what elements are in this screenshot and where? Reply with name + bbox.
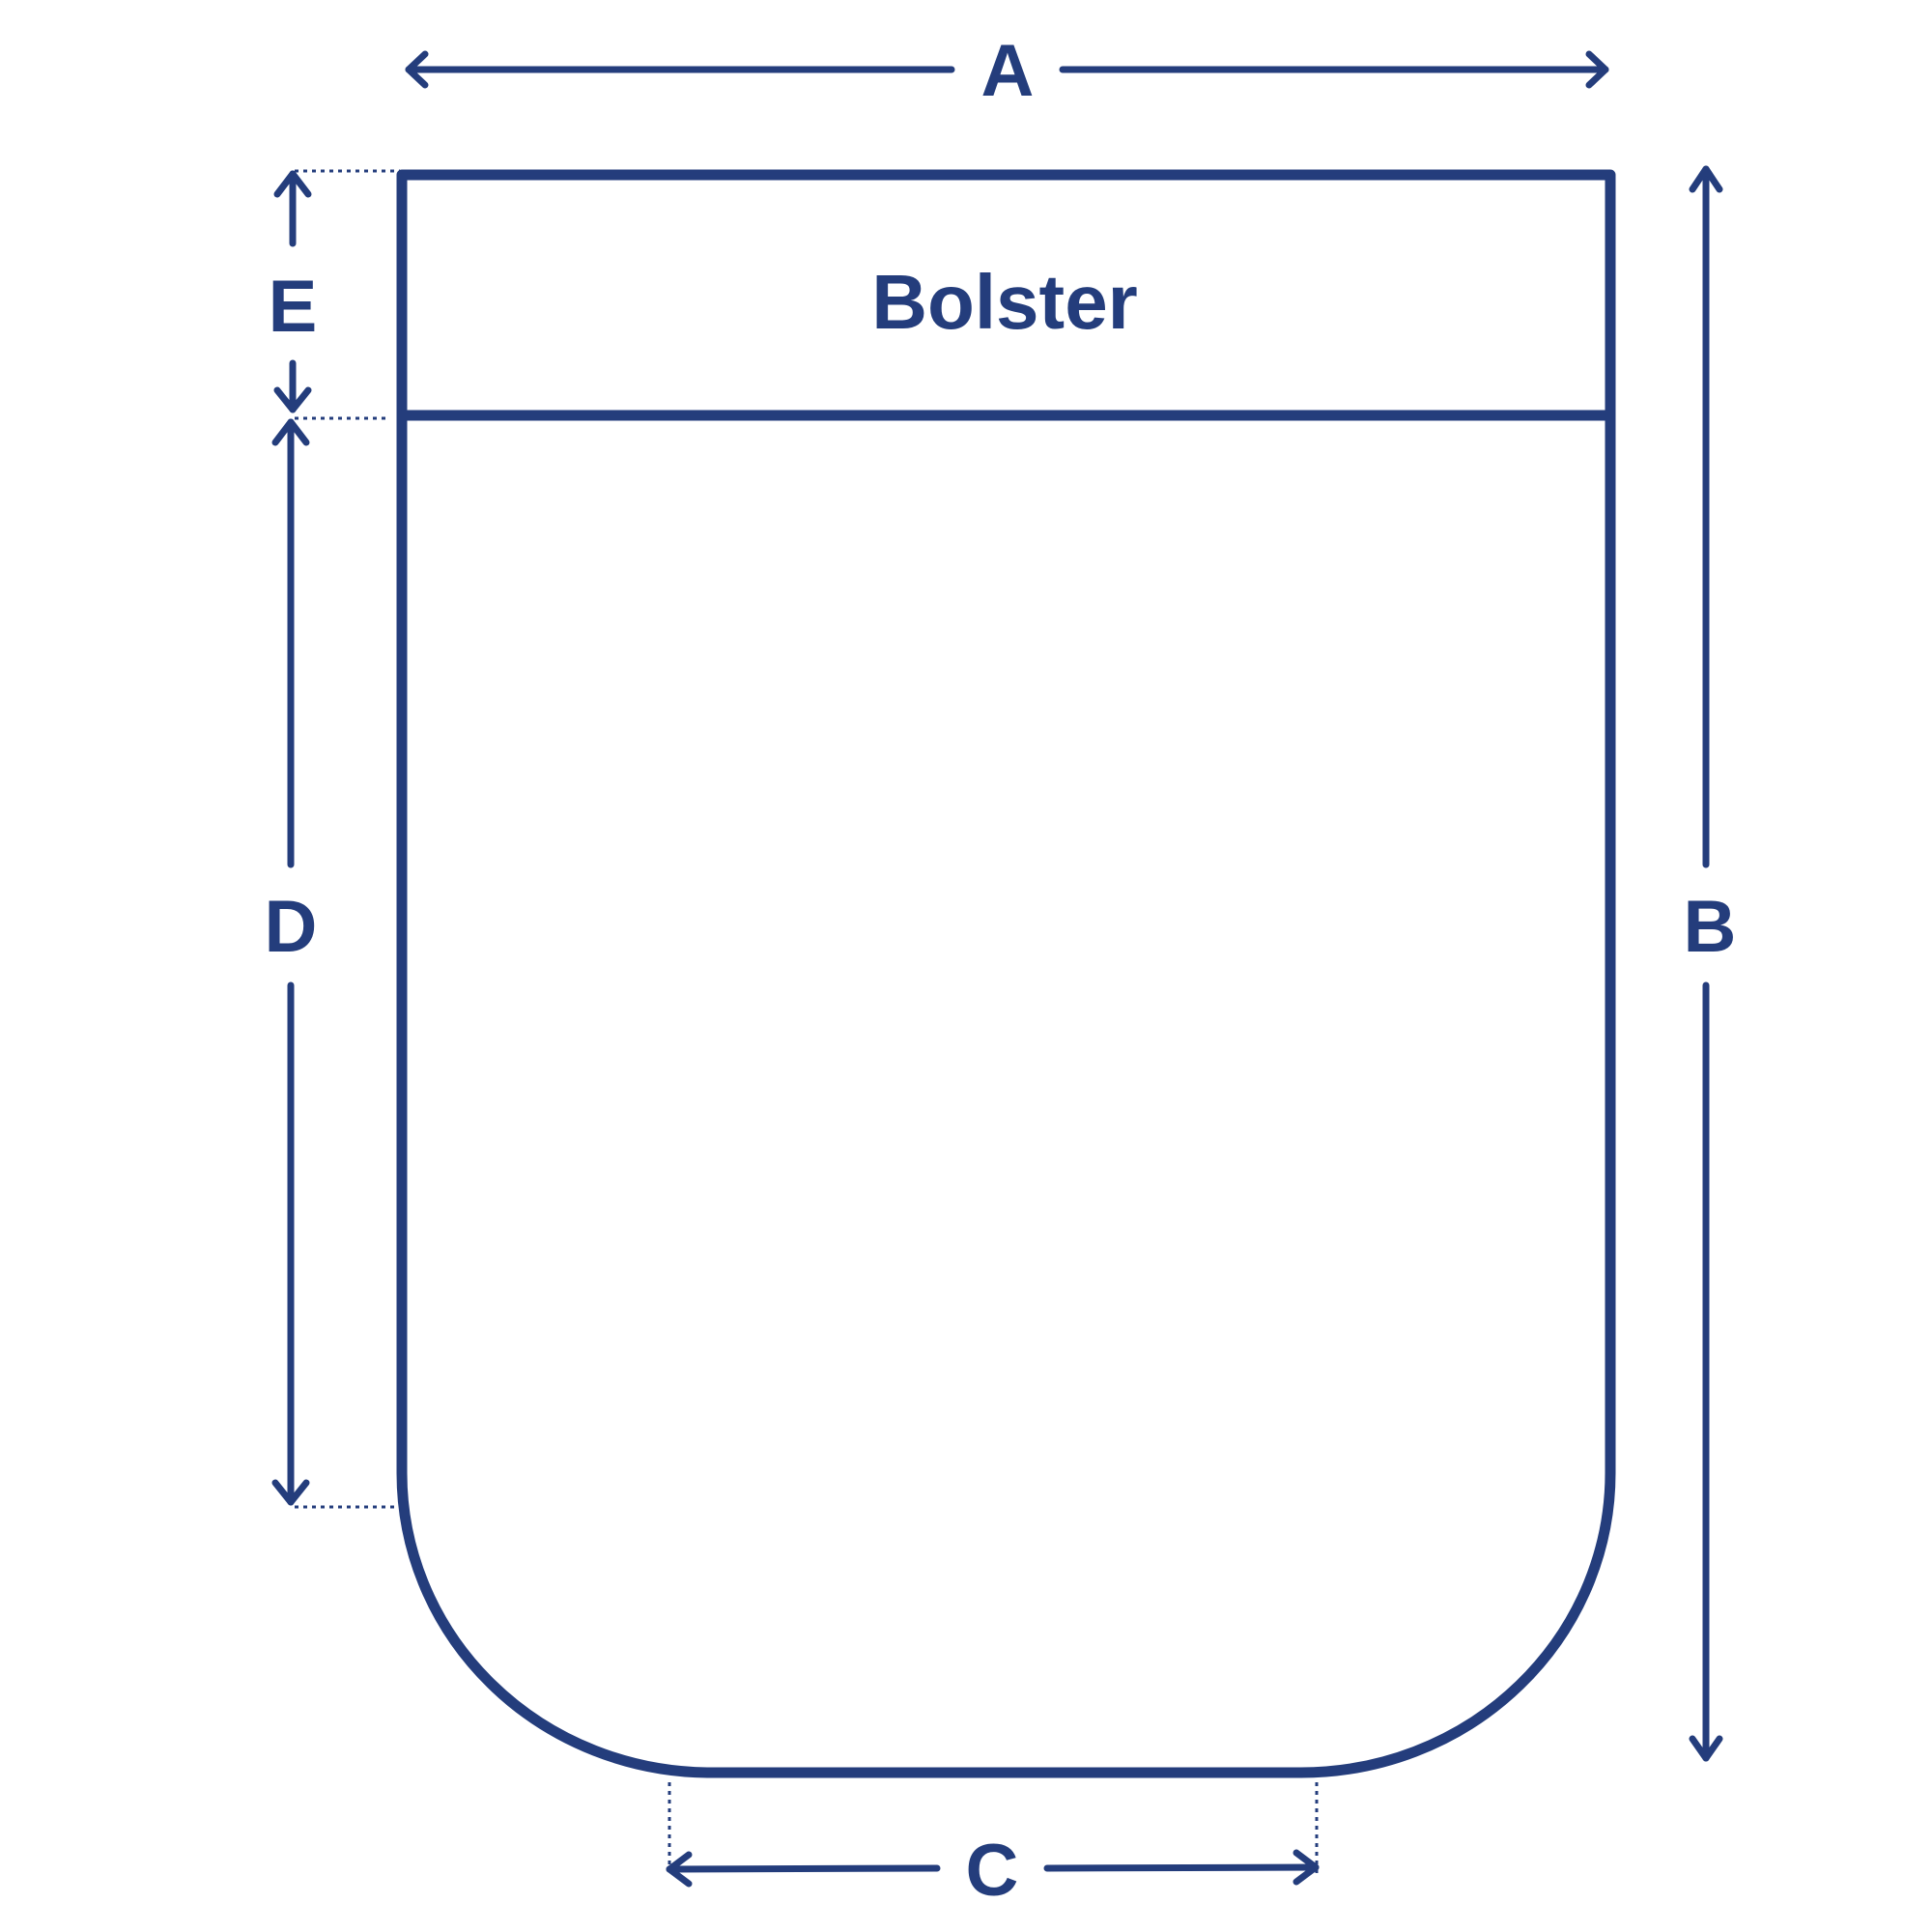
dimension-c-label: C	[966, 1830, 1019, 1912]
dimension-d-label: D	[265, 886, 318, 968]
extension-lines	[295, 169, 1319, 1874]
dimension-b-label: B	[1684, 886, 1737, 968]
dimension-d-arrow	[271, 418, 310, 1506]
dimension-c-arrow	[666, 1849, 1320, 1888]
dimension-e-arrow	[273, 170, 312, 413]
dimension-a-label: A	[981, 30, 1035, 112]
bolster-label: Bolster	[871, 259, 1138, 345]
dimension-e-label: E	[269, 266, 318, 348]
dimension-a-arrow	[405, 50, 1609, 89]
bed-outline	[396, 169, 1616, 1778]
dimension-b-arrow	[1689, 165, 1723, 1762]
